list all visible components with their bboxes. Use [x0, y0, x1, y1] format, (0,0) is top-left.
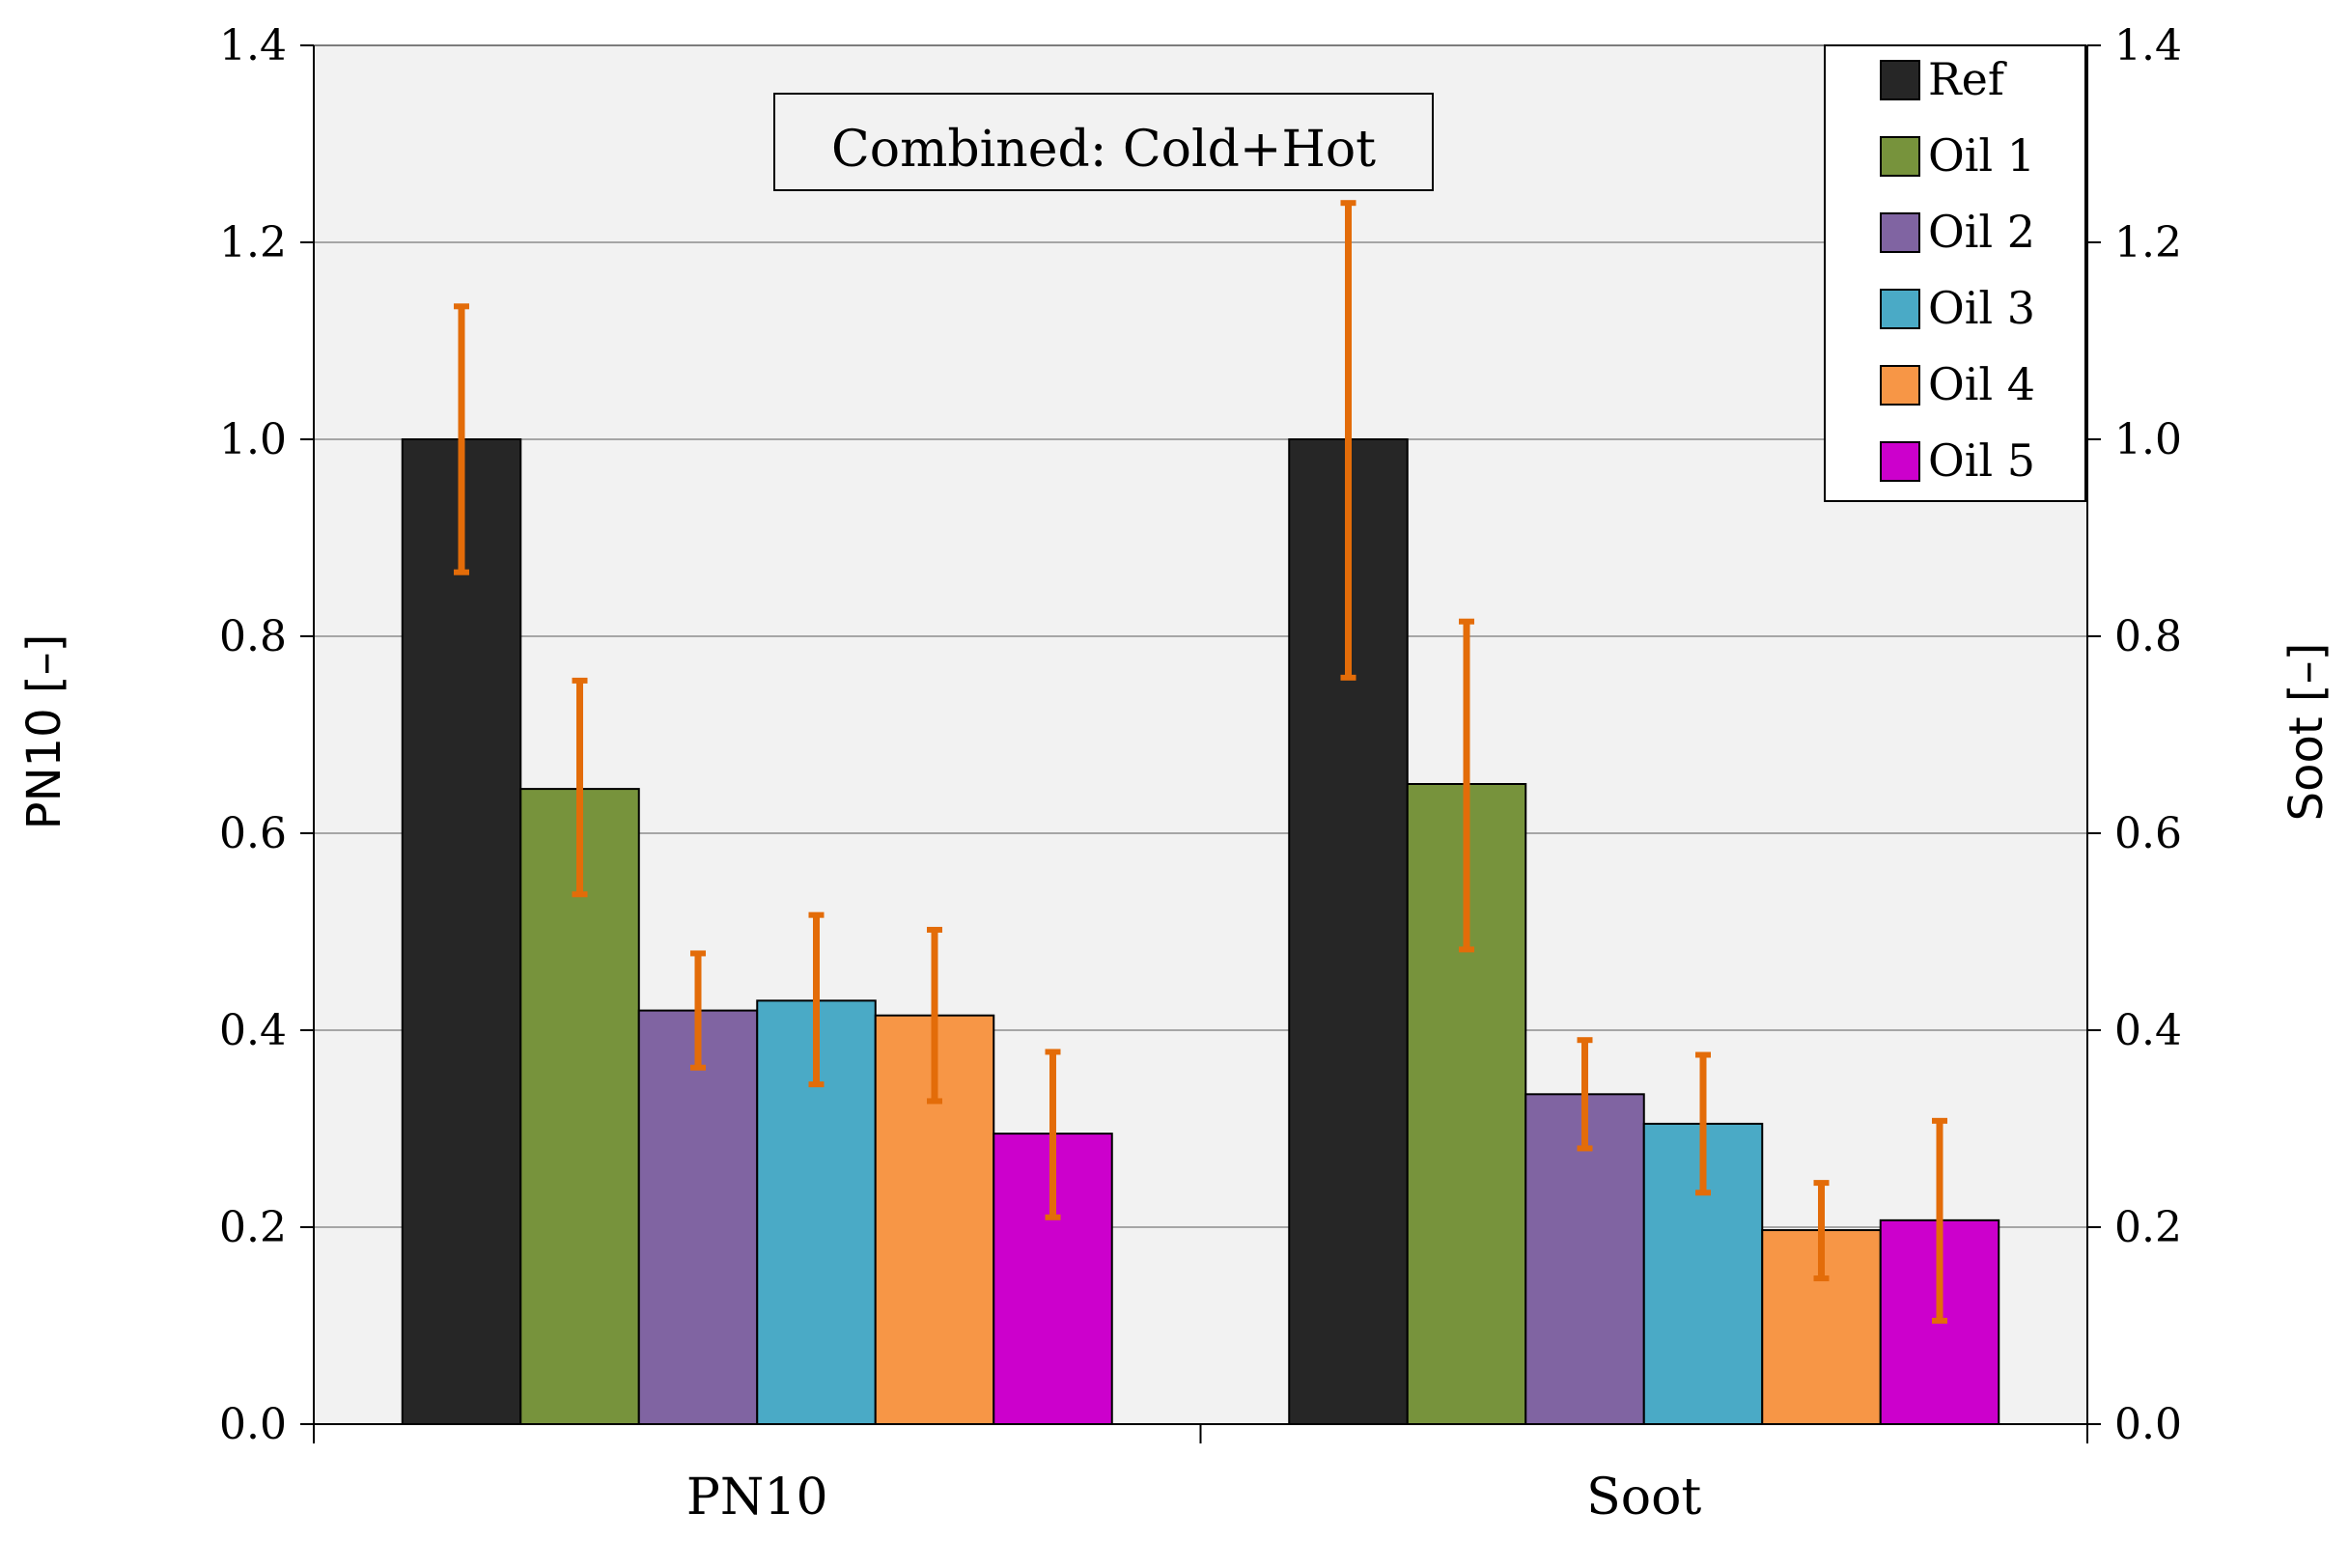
legend-label: Oil 4 [1928, 358, 2035, 410]
y-tick-label-right: 1.4 [2114, 21, 2182, 70]
chart-title: Combined: Cold+Hot [831, 121, 1376, 179]
bar [1642, 1122, 1764, 1426]
legend-swatch [1880, 136, 1920, 177]
y-tick-label-left: 1.2 [219, 218, 287, 267]
y-tick-label-left: 0.0 [219, 1400, 287, 1449]
legend-label: Ref [1928, 53, 2007, 105]
y-tick-label-left: 0.8 [219, 612, 287, 661]
chart-title-box: Combined: Cold+Hot [773, 93, 1434, 191]
legend-label: Oil 3 [1928, 282, 2035, 334]
y-tick-label-right: 1.0 [2114, 415, 2182, 464]
y-tick-label-left: 1.4 [219, 21, 287, 70]
y-tick-label-left: 1.0 [219, 415, 287, 464]
error-bars [454, 200, 1947, 1324]
y-tick-label-left: 0.2 [219, 1203, 287, 1252]
bar [401, 438, 522, 1425]
y-tick-label-right: 0.6 [2114, 809, 2182, 858]
legend-swatch [1880, 441, 1920, 482]
legend-label: Oil 5 [1928, 434, 2035, 487]
legend-swatch [1880, 212, 1920, 253]
y-tick-label-left: 0.4 [219, 1006, 287, 1055]
legend-swatch [1880, 289, 1920, 329]
bars [401, 438, 2000, 1426]
x-tick-label: Soot [1586, 1469, 1701, 1526]
y-tick-label-right: 0.4 [2114, 1006, 2182, 1055]
legend: Ref Oil 1 Oil 2 Oil 3 Oil 4 Oil 5 [1824, 44, 2086, 502]
y-tick-label-right: 0.0 [2114, 1400, 2182, 1449]
y-axis-label-left: PN10 [–] [17, 634, 71, 830]
legend-label: Oil 1 [1928, 129, 2035, 182]
y-tick-label-right: 0.8 [2114, 612, 2182, 661]
legend-label: Oil 2 [1928, 206, 2035, 258]
bar [637, 1009, 759, 1425]
legend-swatch [1880, 60, 1920, 100]
y-tick-label-left: 0.6 [219, 809, 287, 858]
axes: 0.0 0.0 0.2 0.2 0.4 0.4 0.6 0.6 0.8 0.8 1.0 1.0 1.2 1… [219, 21, 2182, 1526]
y-tick-label-right: 1.2 [2114, 218, 2182, 267]
y-axis-label-right: Soot [–] [2279, 643, 2334, 822]
y-tick-label-right: 0.2 [2114, 1203, 2182, 1252]
x-tick-label: PN10 [686, 1469, 828, 1526]
legend-swatch [1880, 365, 1920, 406]
